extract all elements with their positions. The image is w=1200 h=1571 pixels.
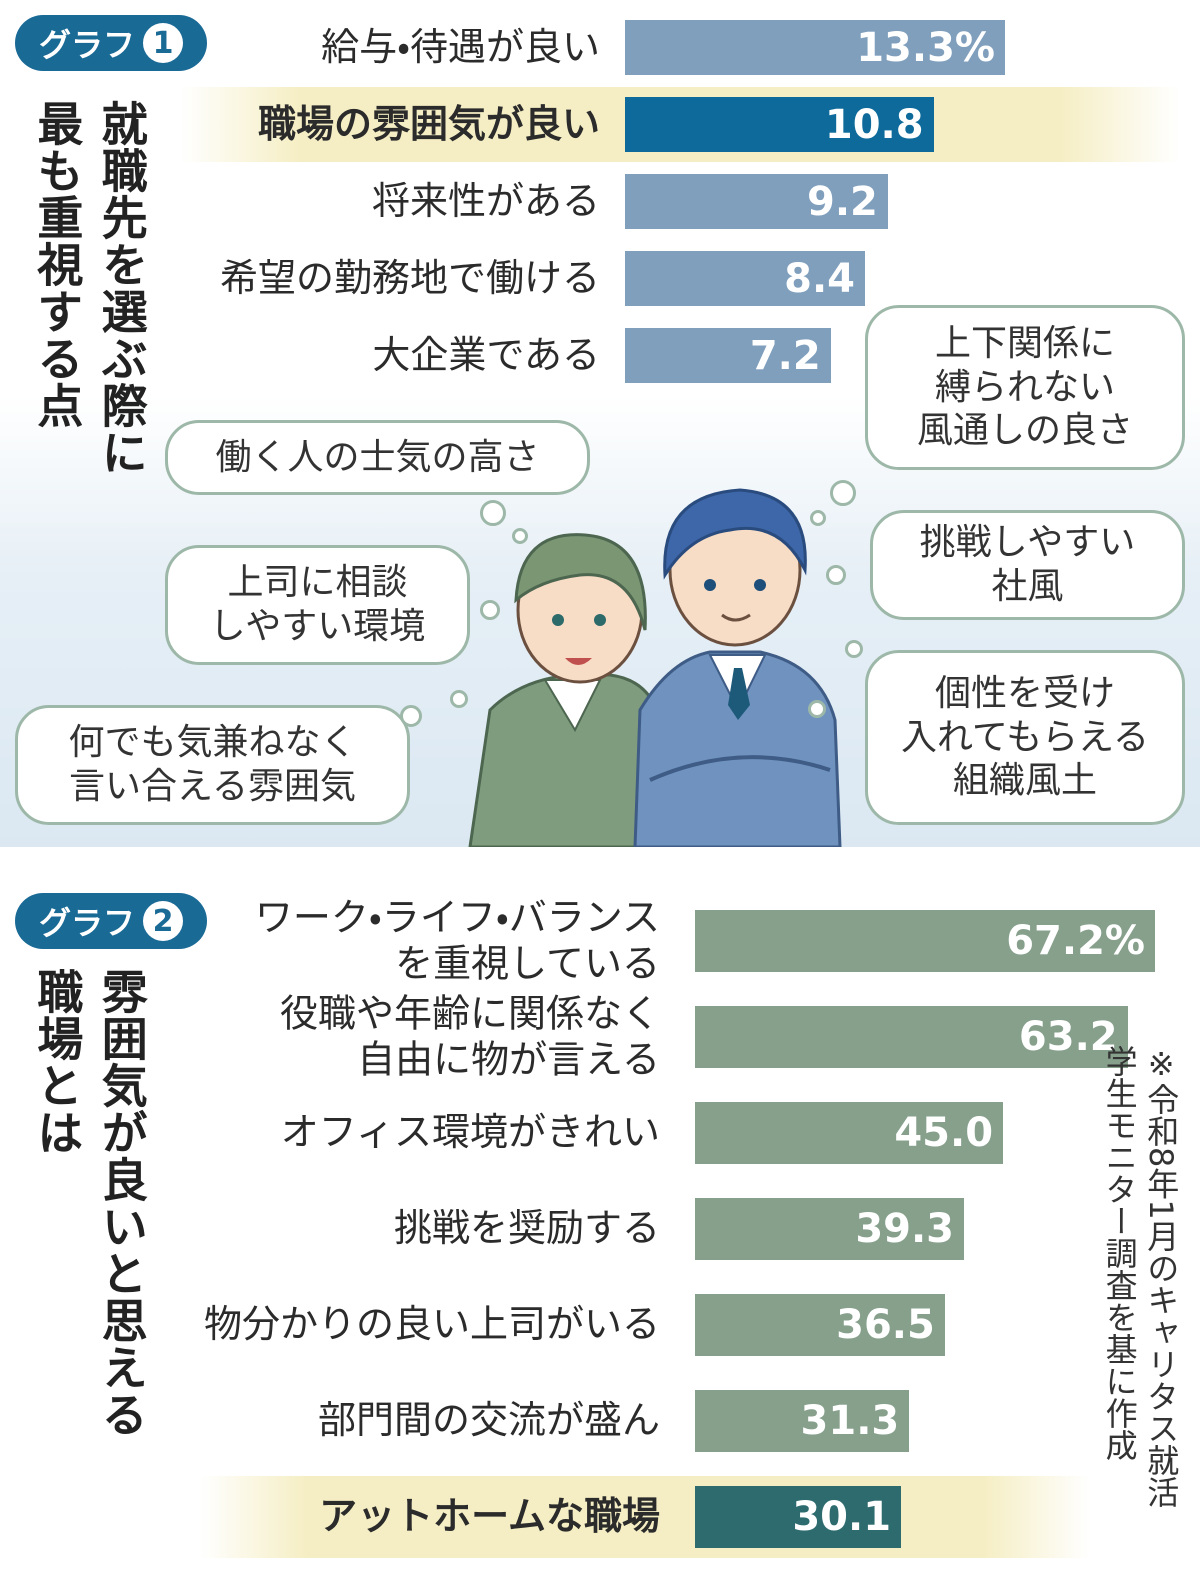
category-label: 物分かりの良い上司がいる [203,1302,660,1347]
bar: 10.8 [625,97,934,152]
chart-badge: グラフ 2 [15,893,207,949]
category-label: 給与・待遇が良い [321,24,600,69]
source-note: ※令和8年1月のキャリタス就活 学生モニター調査を基に作成 [1100,1045,1181,1508]
bubble-dot [512,528,528,544]
category-label: アットホームな職場 [319,1494,660,1539]
bubble-dot [480,600,500,620]
bar: 45.0 [695,1102,1004,1164]
value-label: 30.1 [792,1494,892,1540]
bubble-dot [826,565,846,585]
category-label: オフィス環境がきれい [280,1110,660,1155]
badge-text: グラフ [38,26,135,64]
bubble-dot [400,705,422,727]
chart-title: 雰囲気が良いと思える 職場とは [30,968,149,1438]
thought-bubble: 挑戦しやすい 社風 [870,510,1185,620]
thought-bubble: 上下関係に 縛られない 風通しの良さ [865,305,1185,470]
value-label: 8.4 [784,255,855,302]
thought-bubble: 上司に相談 しやすい環境 [165,545,470,665]
bubble-dot [450,690,468,708]
bar: 13.3% [625,20,1005,75]
bar: 31.3 [695,1390,910,1452]
chart-badge: グラフ 1 [15,15,207,71]
bar: 63.2 [695,1006,1128,1068]
badge-number: 2 [143,901,183,941]
category-label: 職場の雰囲気が良い [257,101,600,146]
category-label: ワーク・ライフ・バランス を重視している [254,895,660,985]
value-label: 7.2 [749,332,821,379]
bar: 39.3 [695,1198,965,1260]
badge-text: グラフ [38,904,135,942]
category-label: 大企業である [372,332,600,377]
highlight-band [200,1476,1090,1558]
thought-bubble: 何でも気兼ねなく 言い合える雰囲気 [15,705,410,825]
bubble-dot [845,640,863,658]
chart-title: 就職先を選ぶ際に 最も重視する点 [30,100,149,476]
thought-bubble: 働く人の士気の高さ [165,420,590,495]
category-label: 挑戦を奨励する [393,1206,660,1251]
bar: 30.1 [695,1486,902,1548]
thought-bubble: 個性を受け 入れてもらえる 組織風土 [865,650,1185,825]
value-label: 10.8 [824,101,924,148]
value-label: 9.2 [806,178,878,225]
value-label: 39.3 [855,1206,955,1252]
value-label: 31.3 [800,1398,900,1444]
value-label: 13.3% [856,24,995,71]
bar: 8.4 [625,251,865,306]
bubble-dot [480,500,506,526]
bar: 9.2 [625,174,888,229]
value-label: 36.5 [836,1302,935,1348]
category-label: 希望の勤務地で働ける [219,255,600,300]
bubble-dot [810,510,826,526]
value-label: 45.0 [894,1110,994,1156]
category-label: 部門間の交流が盛ん [317,1398,660,1443]
bubble-dot [830,480,856,506]
bar: 67.2% [695,910,1155,972]
value-label: 63.2 [1018,1014,1118,1060]
badge-number: 1 [143,23,183,63]
value-label: 67.2% [1006,918,1145,964]
category-label: 役職や年齢に関係なく 自由に物が言える [279,991,660,1081]
people-illustration [468,488,842,847]
bubble-dot [808,700,826,718]
category-label: 将来性がある [371,178,600,223]
bar: 36.5 [695,1294,945,1356]
bar: 7.2 [625,328,831,383]
